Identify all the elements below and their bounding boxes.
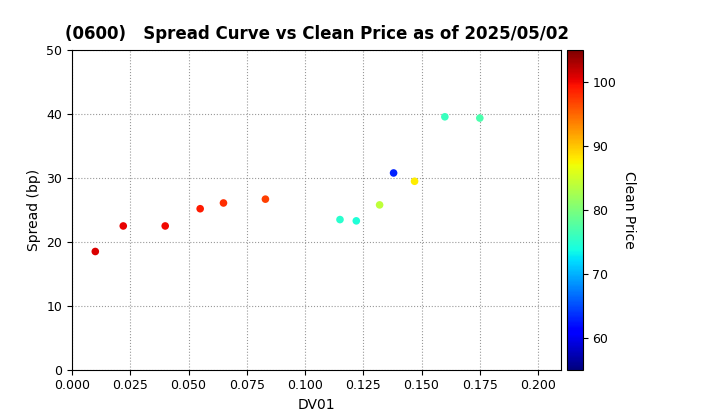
Point [409, 178, 420, 185]
Point [334, 216, 346, 223]
Point [374, 202, 385, 208]
Y-axis label: Clean Price: Clean Price [621, 171, 636, 249]
Point [117, 223, 129, 229]
Point [351, 218, 362, 224]
Point [194, 205, 206, 212]
Point [260, 196, 271, 202]
Point [159, 223, 171, 229]
Point [474, 115, 485, 121]
Y-axis label: Spread (bp): Spread (bp) [27, 169, 41, 251]
X-axis label: DV01: DV01 [298, 398, 336, 412]
Title: (0600)   Spread Curve vs Clean Price as of 2025/05/02: (0600) Spread Curve vs Clean Price as of… [65, 25, 569, 43]
Point [217, 200, 229, 206]
Point [439, 113, 451, 120]
Point [89, 248, 101, 255]
Point [388, 170, 400, 176]
